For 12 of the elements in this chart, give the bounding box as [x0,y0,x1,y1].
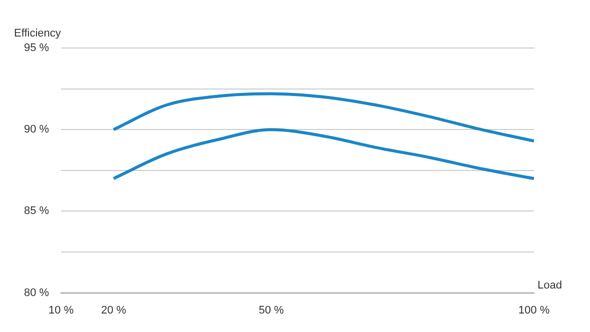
x-tick-label: 100 % [518,304,550,316]
y-tick-label: 90 % [24,124,50,136]
x-tick-label: 20 % [101,304,126,316]
line-series [112,92,534,143]
y-tick-label: 85 % [24,205,50,218]
y-tick-label: 80 % [24,286,50,299]
x-tick-label: 50 % [258,304,284,316]
x-axis-title: Load [538,279,562,292]
x-tick-label: 10 % [48,304,74,316]
y-axis-title: Efficiency [14,28,62,40]
y-tick-label: 95 % [24,42,50,54]
line-series [112,128,534,180]
